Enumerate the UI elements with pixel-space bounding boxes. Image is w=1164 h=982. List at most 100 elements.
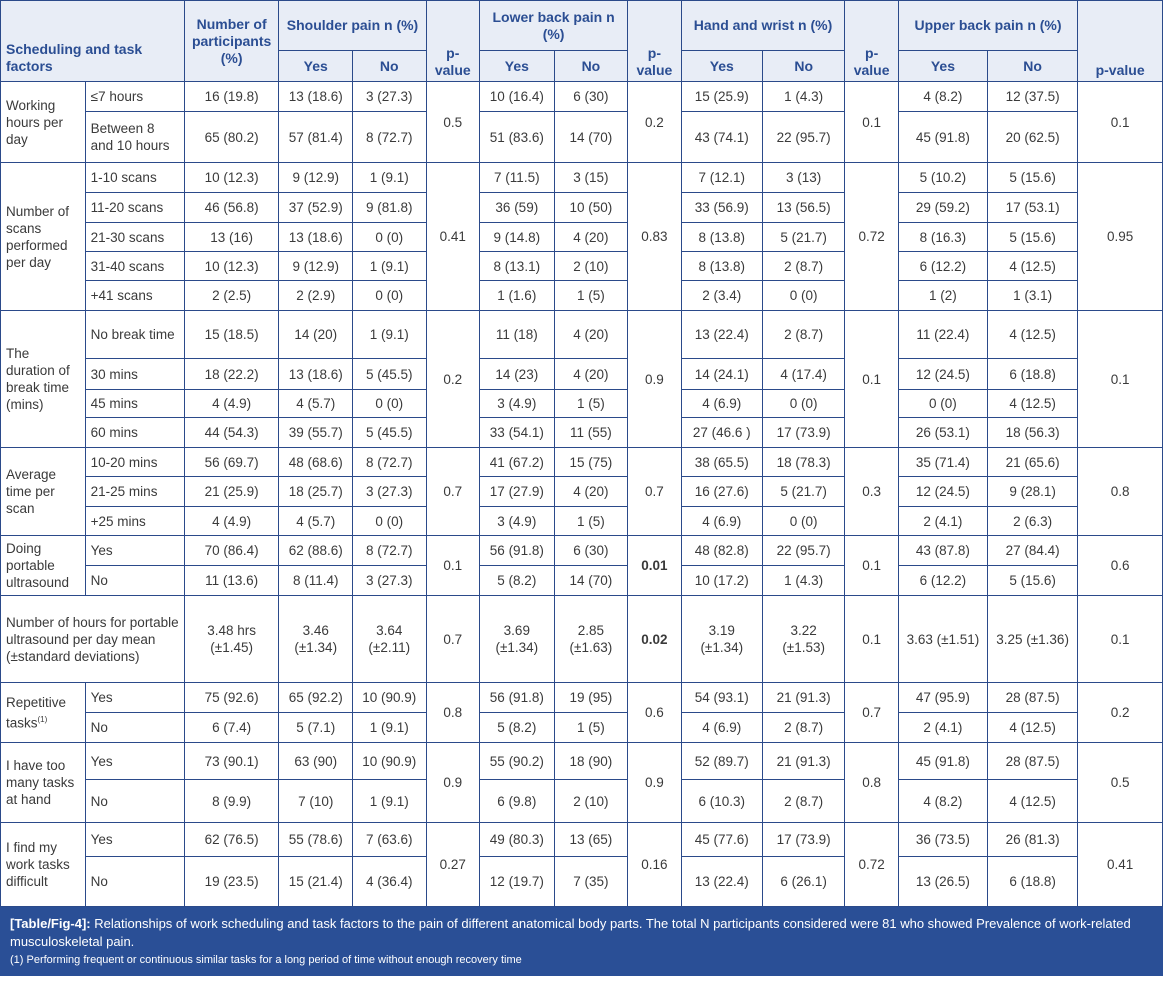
upper-back-no-cell: 6 (18.8) <box>986 358 1079 390</box>
shoulder-no-cell: 0 (0) <box>352 280 427 311</box>
shoulder-no-cell: 8 (72.7) <box>352 535 427 566</box>
lower-back-yes-cell: 12 (19.7) <box>479 856 555 907</box>
upper-back-yes-cell: 29 (59.2) <box>897 192 988 223</box>
upper-back-yes-cell: 3.63 (±1.51) <box>897 595 988 683</box>
upper-back-no-cell: 26 (81.3) <box>986 822 1079 857</box>
caption-text: Relationships of work scheduling and tas… <box>10 916 1131 949</box>
factor-text: I find my work tasks difficult <box>6 840 70 889</box>
lower-back-no-cell: 1 (5) <box>553 389 629 418</box>
shoulder-no-cell: 4 (36.4) <box>352 856 427 907</box>
upper-back-yes-cell: 35 (71.4) <box>897 447 988 477</box>
hand-wrist-yes-cell: 38 (65.5) <box>680 447 763 477</box>
shoulder-yes-cell: 15 (21.4) <box>278 856 353 907</box>
upper-back-yes-cell: 26 (53.1) <box>897 417 988 448</box>
p-value-cell: 0.83 <box>627 162 682 311</box>
shoulder-yes-cell: 9 (12.9) <box>278 251 353 281</box>
p-value-cell: 0.6 <box>1077 535 1163 596</box>
lower-back-yes-cell: 49 (80.3) <box>479 822 555 857</box>
shoulder-yes-cell: 55 (78.6) <box>278 822 353 857</box>
upper-back-yes-cell: 0 (0) <box>897 389 988 418</box>
lower-back-yes-cell: 10 (16.4) <box>479 81 555 112</box>
hand-wrist-no-cell: 2 (8.7) <box>761 712 846 743</box>
table-row: No 8 (9.9) 7 (10) 1 (9.1) 6 (9.8) 2 (10) 6 (10… <box>1 779 1163 823</box>
header-pvalue: p-value <box>425 0 481 82</box>
p-value-cell: 0.1 <box>1077 595 1163 683</box>
table-row: I find my work tasks difficult Yes 62 (76.… <box>0 822 1163 907</box>
lower-back-no-cell: 6 (30) <box>553 81 629 112</box>
upper-back-no-cell: 4 (12.5) <box>986 779 1079 823</box>
table-row: Repetitive tasks(1) Yes 75 (92.6) 65 (92.2)… <box>0 682 1163 743</box>
header-upper-back: Upper back pain n (%) <box>897 0 1079 51</box>
table-body: Working hours per day ≤7 hours 16 (19.8) 13… <box>0 81 1163 907</box>
shoulder-no-cell: 9 (81.8) <box>352 192 427 223</box>
header-shoulder: Shoulder pain n (%) <box>278 0 427 51</box>
hand-wrist-yes-cell: 13 (22.4) <box>680 310 763 359</box>
p-value-cell: 0.6 <box>627 682 682 743</box>
header-pvalue: p-value <box>844 0 899 82</box>
hand-wrist-yes-cell: 13 (22.4) <box>680 856 763 907</box>
lower-back-no-cell: 4 (20) <box>553 358 629 390</box>
upper-back-yes-cell: 12 (24.5) <box>897 358 988 390</box>
p-value-cell: 0.9 <box>627 310 682 448</box>
hand-wrist-yes-cell: 54 (93.1) <box>680 682 763 713</box>
table-row: Between 8 and 10 hours 65 (80.2) 57 (81.4)… <box>1 111 1163 163</box>
hand-wrist-yes-cell: 16 (27.6) <box>680 476 763 507</box>
sub-label: Yes <box>84 742 185 780</box>
hand-wrist-no-cell: 0 (0) <box>761 506 846 536</box>
p-value-cell: 0.7 <box>425 595 481 683</box>
lower-back-no-cell: 1 (5) <box>553 280 629 311</box>
participants-cell: 11 (13.6) <box>183 565 280 596</box>
hand-wrist-yes-cell: 48 (82.8) <box>680 535 763 566</box>
p-value-cell: 0.5 <box>425 81 481 163</box>
upper-back-no-cell: 28 (87.5) <box>986 682 1079 713</box>
lower-back-no-cell: 13 (65) <box>553 822 629 857</box>
hand-wrist-no-cell: 2 (8.7) <box>761 251 846 281</box>
upper-back-no-cell: 20 (62.5) <box>986 111 1079 163</box>
factor-text: Repetitive tasks <box>6 694 67 731</box>
results-table: Scheduling and task factors Number of pa… <box>0 0 1163 907</box>
factor-text: The duration of break time (mins) <box>6 346 70 412</box>
p-value-cell: 0.72 <box>844 822 899 907</box>
table-row: I have too many tasks at hand Yes 73 (90.1… <box>0 742 1163 823</box>
p-value-cell: 0.7 <box>627 447 682 536</box>
p-value-cell: 0.7 <box>425 447 481 536</box>
hand-wrist-no-cell: 1 (4.3) <box>761 81 846 112</box>
sub-label: Yes <box>84 682 185 713</box>
lower-back-no-cell: 19 (95) <box>553 682 629 713</box>
shoulder-no-cell: 10 (90.9) <box>352 742 427 780</box>
header-factor: Scheduling and task factors <box>0 0 185 82</box>
lower-back-no-cell: 14 (70) <box>553 111 629 163</box>
table-row: Number of scans performed per day 1-10 sc… <box>0 162 1163 311</box>
table-row: 45 mins 4 (4.9) 4 (5.7) 0 (0) 3 (4.9) 1 (5) 4 … <box>1 389 1163 418</box>
factor-text: Doing portable ultrasound <box>6 541 70 590</box>
p-value-cell: 0.01 <box>627 535 682 596</box>
table-row: 21-25 mins 21 (25.9) 18 (25.7) 3 (27.3) 17 (… <box>1 476 1163 507</box>
lower-back-no-cell: 7 (35) <box>553 856 629 907</box>
lower-back-no-cell: 3 (15) <box>553 162 629 193</box>
table-row: 21-30 scans 13 (16) 13 (18.6) 0 (0) 9 (14.8)… <box>1 222 1163 252</box>
lower-back-yes-cell: 33 (54.1) <box>479 417 555 448</box>
p-value-cell: 0.7 <box>844 682 899 743</box>
p-value-cell: 0.02 <box>627 595 682 683</box>
p-value-cell: 0.1 <box>1077 81 1163 163</box>
lower-back-yes-cell: 11 (18) <box>479 310 555 359</box>
hand-wrist-yes-cell: 10 (17.2) <box>680 565 763 596</box>
upper-back-no-cell: 5 (15.6) <box>986 565 1079 596</box>
p-value-cell: 0.41 <box>1077 822 1163 907</box>
participants-cell: 3.48 hrs (±1.45) <box>183 595 280 683</box>
shoulder-no-cell: 8 (72.7) <box>352 447 427 477</box>
upper-back-no-cell: 4 (12.5) <box>986 251 1079 281</box>
lower-back-yes-cell: 9 (14.8) <box>479 222 555 252</box>
participants-cell: 16 (19.8) <box>183 81 280 112</box>
header-no: No <box>352 50 427 82</box>
sub-label: 21-25 mins <box>84 476 185 507</box>
upper-back-no-cell: 5 (15.6) <box>986 162 1079 193</box>
header-yes: Yes <box>897 50 988 82</box>
hand-wrist-yes-cell: 4 (6.9) <box>680 712 763 743</box>
p-value-cell: 0.2 <box>425 310 481 448</box>
shoulder-no-cell: 8 (72.7) <box>352 111 427 163</box>
upper-back-no-cell: 6 (18.8) <box>986 856 1079 907</box>
table-row: 11-20 scans 46 (56.8) 37 (52.9) 9 (81.8) 36 … <box>1 192 1163 223</box>
upper-back-yes-cell: 5 (10.2) <box>897 162 988 193</box>
sub-label: No <box>84 565 185 596</box>
